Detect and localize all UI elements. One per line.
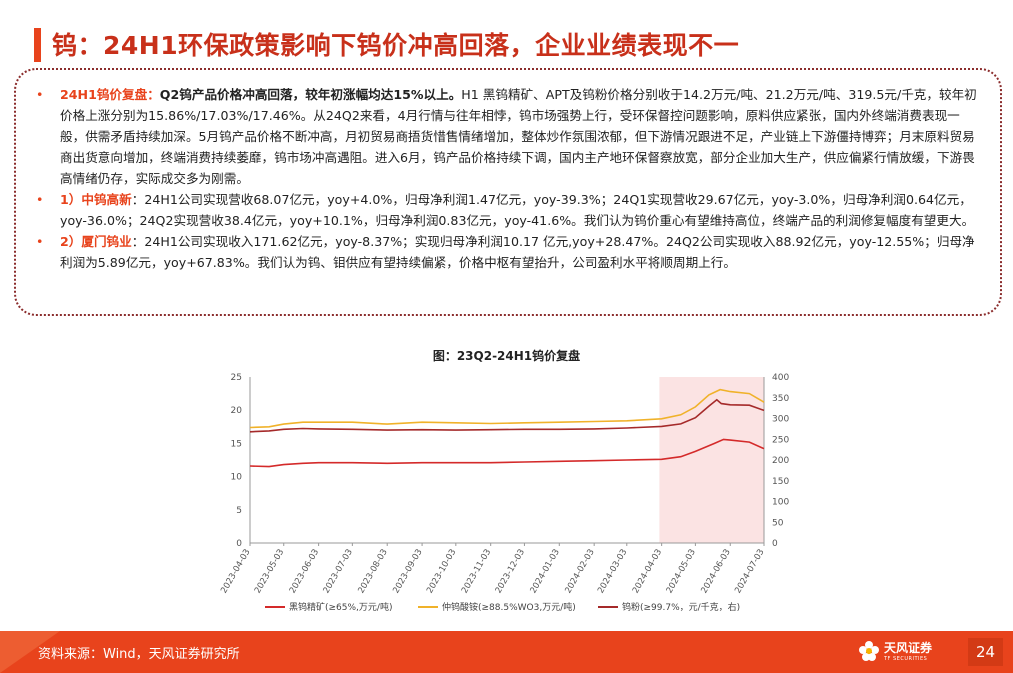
y-right-tick-label: 150 [772, 477, 789, 487]
y-left-tick-label: 20 [231, 406, 243, 416]
y-right-tick-label: 250 [772, 435, 789, 445]
x-tick-label: 2024-06-03 [699, 548, 732, 596]
x-tick-label: 2023-04-03 [219, 548, 252, 596]
x-tick-label: 2024-04-03 [631, 548, 664, 596]
x-tick-label: 2023-12-03 [494, 548, 527, 596]
x-tick-label: 2023-05-03 [253, 548, 286, 596]
x-tick-label: 2024-01-03 [529, 548, 562, 596]
series-line [249, 438, 765, 468]
flower-logo-icon [859, 640, 879, 661]
footer-decoration [0, 631, 60, 673]
paragraph-label: 1）中钨高新 [60, 192, 132, 207]
legend-label: 钨粉(≥99.7%，元/千克，右) [622, 601, 740, 613]
footer-bar: 资料来源：Wind，天风证券研究所 天风证券 TF SECURITIES 24 [0, 631, 1013, 673]
x-tick-label: 2023-06-03 [288, 548, 321, 596]
paragraph-lead: Q2钨产品价格冲高回落，较年初涨幅均达15%以上。 [159, 87, 462, 102]
tungsten-price-chart: 05101520250501001502002503003504002023-0… [219, 373, 789, 613]
x-tick-label: 2023-07-03 [322, 548, 355, 596]
y-right-tick-label: 100 [772, 498, 789, 508]
bullet-icon: • [36, 192, 44, 207]
y-right-tick-label: 0 [772, 539, 778, 549]
paragraph-body: ：24H1公司实现收入171.62亿元，yoy-8.37%；实现归母净利润10.… [60, 234, 975, 270]
y-left-tick-label: 10 [231, 473, 243, 483]
highlight-region [659, 377, 764, 543]
paragraph-label: 24H1钨价复盘： [60, 87, 160, 102]
y-left-tick-label: 0 [236, 539, 242, 549]
y-left-tick-label: 15 [231, 439, 242, 449]
paragraph-label: 2）厦门钨业 [60, 234, 132, 249]
x-tick-label: 2024-05-03 [665, 548, 698, 596]
y-right-tick-label: 400 [772, 373, 789, 383]
x-tick-label: 2023-10-03 [425, 548, 458, 596]
x-tick-label: 2023-08-03 [356, 548, 389, 596]
legend-label: 仲钨酸铵(≥88.5%WO3,万元/吨) [442, 601, 576, 613]
series-line [249, 398, 765, 433]
x-tick-label: 2024-02-03 [563, 548, 596, 596]
page-title: 钨：24H1环保政策影响下钨价冲高回落，企业业绩表现不一 [52, 31, 740, 60]
x-tick-label: 2023-11-03 [460, 548, 493, 596]
brand-name-en: TF SECURITIES [884, 656, 928, 662]
y-left-tick-label: 5 [236, 506, 242, 516]
title-accent-bar [34, 28, 41, 62]
brand-logo: 天风证券 TF SECURITIES [858, 639, 932, 662]
y-right-tick-label: 350 [772, 394, 789, 404]
summary-box: • 24H1钨价复盘：Q2钨产品价格冲高回落，较年初涨幅均达15%以上。H1 黑钨… [14, 68, 1002, 316]
series-line [249, 388, 765, 429]
x-tick-label: 2024-07-03 [733, 548, 766, 596]
y-right-tick-label: 200 [772, 456, 789, 466]
summary-paragraph-price-review: • 24H1钨价复盘：Q2钨产品价格冲高回落，较年初涨幅均达15%以上。H1 黑钨… [36, 84, 982, 189]
y-right-tick-label: 50 [772, 518, 784, 528]
summary-paragraph-xiamen-tungsten: • 2）厦门钨业：24H1公司实现收入171.62亿元，yoy-8.37%；实现归… [36, 231, 982, 273]
bullet-icon: • [36, 87, 44, 102]
legend-label: 黑钨精矿(≥65%,万元/吨) [289, 601, 392, 613]
paragraph-body: ：24H1公司实现营收68.07亿元，yoy+4.0%，归母净利润1.47亿元，… [60, 192, 975, 228]
y-left-tick-label: 25 [231, 373, 242, 383]
source-note: 资料来源：Wind，天风证券研究所 [38, 647, 240, 662]
brand-name: 天风证券 [884, 641, 933, 655]
page-number: 24 [968, 638, 1003, 666]
x-tick-label: 2023-09-03 [391, 548, 424, 596]
bullet-icon: • [36, 234, 44, 249]
summary-paragraph-zhongwu: • 1）中钨高新：24H1公司实现营收68.07亿元，yoy+4.0%，归母净利润… [36, 189, 982, 231]
x-tick-label: 2024-03-03 [596, 548, 629, 596]
y-right-tick-label: 300 [772, 415, 789, 425]
chart-title: 图：23Q2-24H1钨价复盘 [432, 349, 581, 363]
paragraph-body: H1 黑钨精矿、APT及钨粉价格分别收于14.2万元/吨、21.2万元/吨、31… [60, 87, 977, 186]
